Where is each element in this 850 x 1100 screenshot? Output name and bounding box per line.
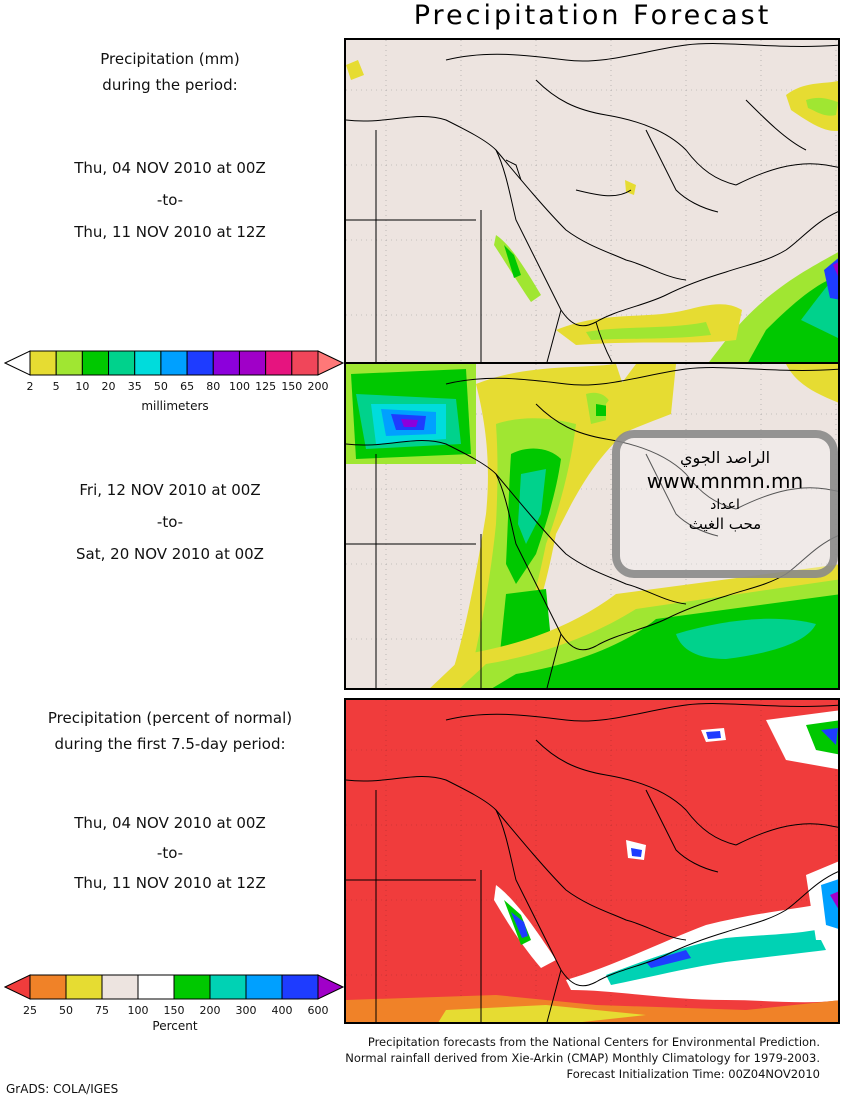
panel3-start-date: Thu, 04 NOV 2010 at 00Z (74, 814, 266, 832)
colorbar-tick-label: 25 (23, 1004, 37, 1017)
colorbar-swatch (101, 974, 139, 1000)
colorbar-swatch (134, 350, 162, 376)
colorbar-swatch (65, 974, 103, 1000)
colorbar-tick-label: 2 (26, 380, 34, 393)
colorbar-tick-label: 125 (255, 380, 277, 393)
colorbar-swatch (55, 350, 83, 376)
panel3-end-date: Thu, 11 NOV 2010 at 12Z (74, 874, 266, 892)
colorbar-swatch (173, 974, 211, 1000)
map-panel-percent-normal (344, 698, 840, 1024)
colorbar-tick-label: 100 (127, 1004, 149, 1017)
colorbar-tick-label: 150 (163, 1004, 185, 1017)
colorbar-swatch (212, 350, 240, 376)
colorbar-swatch (29, 974, 67, 1000)
panel3-label-line2: during the first 7.5-day period: (54, 735, 286, 753)
panel1-label-line1: Precipitation (mm) (100, 50, 240, 68)
colorbar-tick-label: 50 (153, 380, 168, 393)
panel1-end-date: Thu, 11 NOV 2010 at 12Z (74, 223, 266, 241)
colorbar-tick-label: 600 (307, 1004, 329, 1017)
watermark-stamp: الراصد الجوي www.mnmn.mn اعداد محب الغيث (612, 430, 838, 578)
panel3-label-line1: Precipitation (percent of normal) (47, 709, 293, 727)
colorbar-tick-label: 200 (199, 1004, 221, 1017)
map-panel-week1-mm (344, 38, 840, 364)
colorbar-tick-label: 200 (307, 380, 329, 393)
colorbar-swatch (265, 350, 293, 376)
panel1-period-label: Precipitation (mm) during the period: (0, 46, 340, 98)
colorbar-tick-label: 50 (59, 1004, 73, 1017)
footer-line2: Normal rainfall derived from Xie-Arkin (… (345, 1051, 820, 1065)
panel1-to: -to- (156, 191, 184, 209)
colorbar-swatch (291, 350, 319, 376)
panel2-end-date: Sat, 20 NOV 2010 at 00Z (76, 545, 264, 563)
colorbar-swatch (209, 974, 247, 1000)
panel2-to: -to- (156, 513, 184, 531)
panel1-label-line2: during the period: (102, 76, 238, 94)
panel1-dates: Thu, 04 NOV 2010 at 00Z -to- Thu, 11 NOV… (0, 152, 340, 248)
colorbar-tick-label: 300 (235, 1004, 257, 1017)
panel2-dates: Fri, 12 NOV 2010 at 00Z -to- Sat, 20 NOV… (0, 474, 340, 570)
colorbar-swatch (29, 350, 57, 376)
colorbar-high-triangle (317, 974, 344, 1000)
map-panel-week2-mm (344, 362, 840, 690)
watermark-line3: اعداد (710, 497, 740, 513)
colorbar-swatch (108, 350, 136, 376)
colorbar-swatch (137, 974, 175, 1000)
footer-credits: Precipitation forecasts from the Nationa… (220, 1034, 820, 1082)
colorbar-swatch (81, 350, 110, 376)
watermark-url: www.mnmn.mn (646, 469, 804, 493)
footer-line3: Forecast Initialization Time: 00Z04NOV20… (566, 1067, 820, 1081)
colorbar-tick-label: 65 (180, 380, 195, 393)
colorbar-swatch (186, 350, 214, 376)
map-week1-svg (346, 40, 838, 362)
colorbar-swatch (238, 350, 267, 376)
colorbar-percent-unit: Percent (152, 1019, 198, 1033)
colorbar-mm (4, 350, 344, 376)
colorbar-mm-unit: millimeters (141, 399, 209, 413)
colorbar-tick-label: 400 (271, 1004, 293, 1017)
colorbar-swatch (245, 974, 283, 1000)
watermark-line4: محب الغيث (688, 515, 762, 533)
panel3-dates: Thu, 04 NOV 2010 at 00Z -to- Thu, 11 NOV… (0, 808, 340, 898)
colorbar-tick-label: 5 (52, 380, 60, 393)
colorbar-low-triangle (4, 974, 31, 1000)
colorbar-swatch (281, 974, 319, 1000)
page-title: Precipitation Forecast (413, 0, 772, 31)
colorbar-low-triangle (4, 350, 31, 376)
watermark-line1: الراصد الجوي (679, 448, 771, 467)
panel2-start-date: Fri, 12 NOV 2010 at 00Z (79, 481, 261, 499)
panel3-to: -to- (156, 844, 184, 862)
grads-credit: GrADS: COLA/IGES (6, 1082, 119, 1096)
colorbar-tick-label: 75 (95, 1004, 109, 1017)
colorbar-tick-label: 100 (228, 380, 250, 393)
colorbar-percent (4, 974, 344, 1000)
colorbar-tick-label: 35 (127, 380, 142, 393)
colorbar-tick-label: 20 (101, 380, 116, 393)
colorbar-tick-label: 150 (281, 380, 303, 393)
colorbar-high-triangle (317, 350, 344, 376)
footer-line1: Precipitation forecasts from the Nationa… (367, 1035, 820, 1049)
colorbar-swatch (160, 350, 188, 376)
map-percent-svg (346, 700, 838, 1022)
panel1-start-date: Thu, 04 NOV 2010 at 00Z (74, 159, 266, 177)
colorbar-tick-label: 10 (75, 380, 90, 393)
colorbar-tick-label: 80 (206, 380, 221, 393)
map-week2-svg (346, 364, 838, 688)
panel3-period-label: Precipitation (percent of normal) during… (0, 705, 340, 757)
